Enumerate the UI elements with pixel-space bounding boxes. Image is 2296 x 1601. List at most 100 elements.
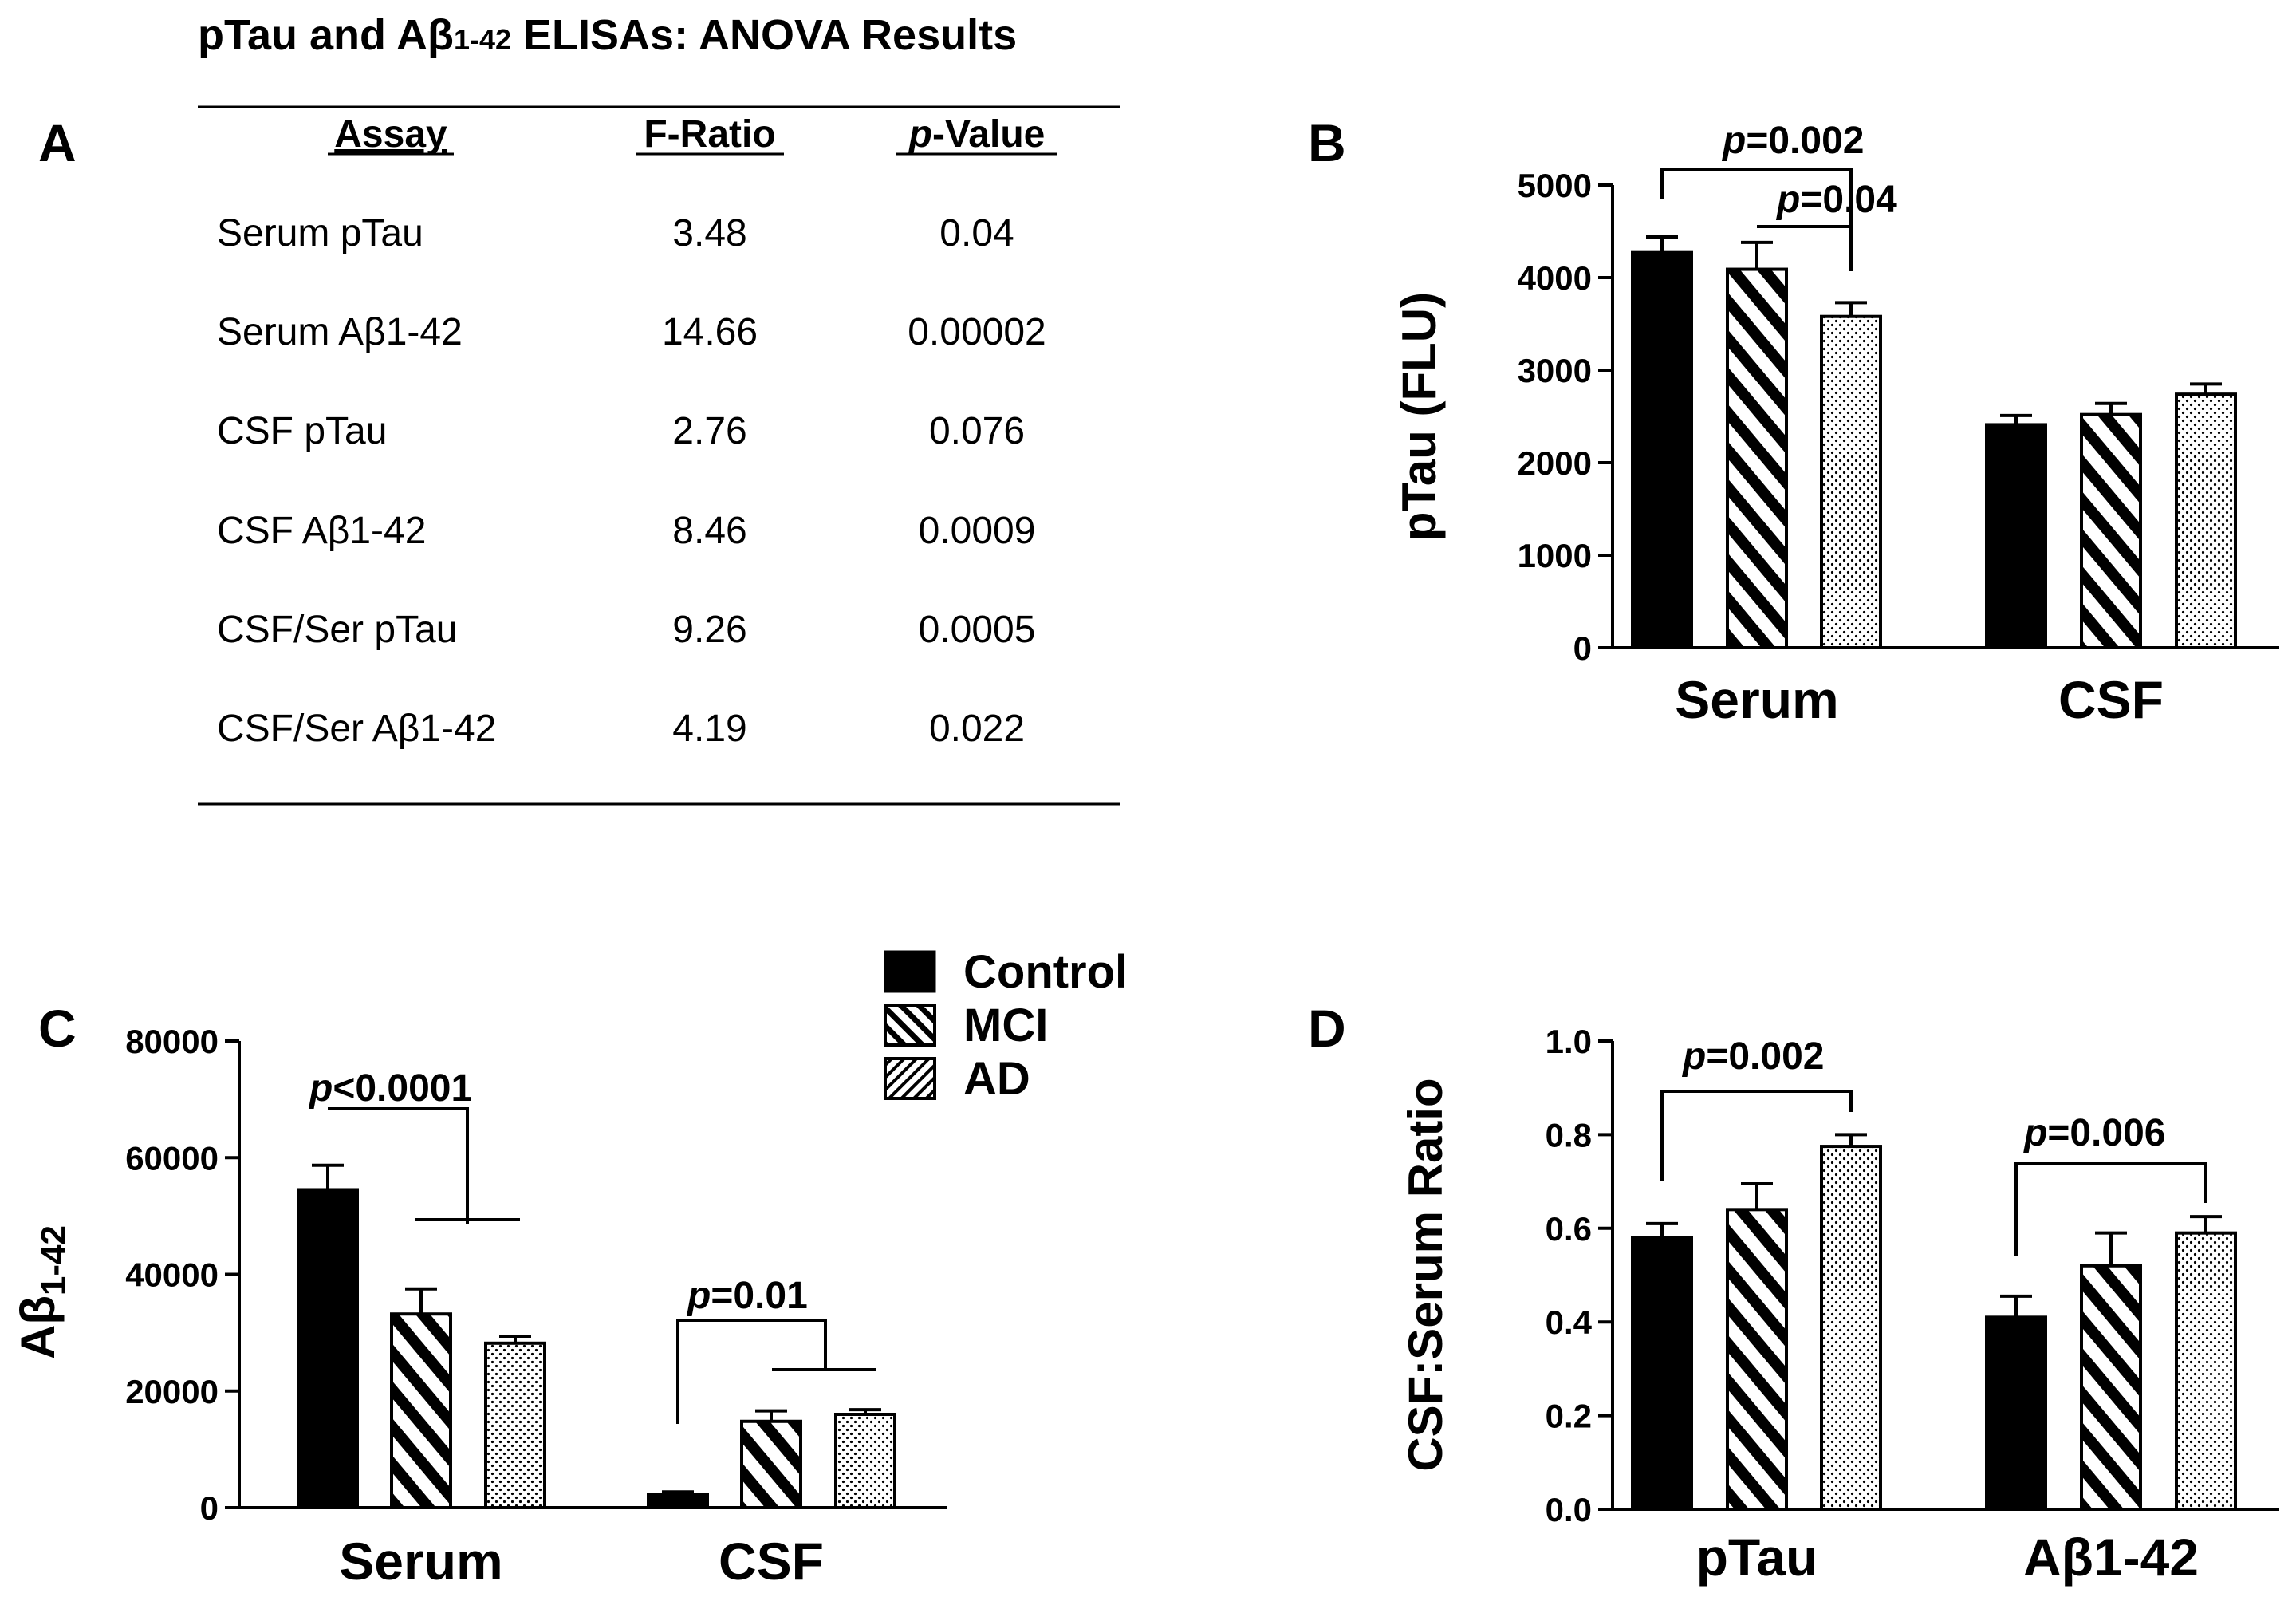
- cell-f-ratio: 4.19: [672, 708, 746, 750]
- cell-assay: Serum Aβ1-42: [217, 311, 463, 353]
- legend-swatch-ad: [884, 1057, 936, 1100]
- p-value-text: =0.002: [1746, 120, 1864, 162]
- cell-f-ratio: 14.66: [662, 311, 758, 353]
- cell-assay: CSF Aβ1-42: [217, 510, 426, 552]
- y-tick-label: 0: [1573, 629, 1592, 667]
- table-row: CSF/Ser Aβ1-42 4.19 0.022: [217, 708, 1025, 750]
- table-body: Serum pTau 3.48 0.04 Serum Aβ1-42 14.66 0.000…: [217, 212, 1046, 750]
- panel-letter-c: C: [38, 999, 77, 1058]
- p-symbol: p: [1721, 120, 1746, 162]
- significance-label: p=0.01: [686, 1275, 808, 1317]
- figure-title: pTau and Aβ1-42 ELISAs: ANOVA Results: [198, 11, 1017, 59]
- p-value-text: <0.0001: [333, 1067, 472, 1110]
- cell-p-value: 0.076: [929, 410, 1025, 452]
- significance-bracket: [2014, 1162, 2207, 1256]
- p-value-text: =0.04: [1800, 179, 1897, 221]
- cell-assay: CSF pTau: [217, 410, 387, 452]
- y-axis-label: pTau (FLU): [1392, 292, 1446, 541]
- bar-ad-1: [834, 1413, 896, 1509]
- y-tick-label: 3000: [1518, 352, 1592, 389]
- legend-item-mci: MCI: [884, 1000, 1048, 1051]
- legend: Control MCI AD: [884, 946, 1128, 1105]
- y-axis-label: CSF:Serum Ratio: [1399, 1078, 1452, 1471]
- p-symbol: p: [2022, 1112, 2047, 1154]
- cell-assay: CSF/Ser pTau: [217, 609, 457, 651]
- bar-ad-0: [484, 1341, 546, 1509]
- bar-control-1: [1985, 1315, 2047, 1511]
- bar-mci-0: [1726, 1208, 1788, 1511]
- header-f-ratio: F-Ratio: [644, 113, 775, 156]
- p-symbol: p: [686, 1275, 711, 1317]
- y-tick-label: 1000: [1518, 537, 1592, 574]
- chart-b-ptau: 0 1000 2000 3000 4000 5000 Serum CSF pTau (FLU) p…: [1392, 120, 2279, 729]
- legend-item-control: Control: [884, 946, 1128, 998]
- bar-ad-0: [1820, 1145, 1882, 1511]
- y-tick-label: 0.6: [1546, 1210, 1592, 1248]
- cell-p-value: 0.0009: [919, 510, 1036, 552]
- y-tick-label: 0.4: [1546, 1303, 1593, 1341]
- legend-item-ad: AD: [884, 1053, 1030, 1105]
- bar-ad-1: [2175, 1231, 2237, 1512]
- cell-f-ratio: 2.76: [672, 410, 746, 452]
- chart-d-ratio: 0.0 0.2 0.4 0.6 0.8 1.0 pTau Aβ1-42 CSF:Serum Ra…: [1399, 1023, 2279, 1587]
- legend-label-control: Control: [963, 946, 1128, 998]
- cell-f-ratio: 3.48: [672, 212, 746, 254]
- y-tick-label: 80000: [125, 1023, 219, 1060]
- anova-table: Assay F-Ratio p-Value Serum pTau 3.48 0.04…: [198, 105, 1120, 806]
- x-category-label: CSF: [719, 1532, 824, 1591]
- significance-bracket: [676, 1319, 876, 1424]
- bar-ad-1: [2175, 392, 2237, 649]
- p-value-text: =0.01: [711, 1275, 807, 1317]
- cell-p-value: 0.04: [939, 212, 1014, 254]
- x-category-label: Serum: [339, 1532, 502, 1591]
- y-tick-label: 5000: [1518, 167, 1592, 204]
- cell-assay: Serum pTau: [217, 212, 423, 254]
- table-row: Serum Aβ1-42 14.66 0.00002: [217, 311, 1046, 353]
- y-tick-label: 40000: [125, 1256, 219, 1294]
- p-symbol: p: [1775, 179, 1800, 221]
- y-tick-label: 0.2: [1546, 1398, 1592, 1435]
- panel-letter-d: D: [1308, 999, 1346, 1058]
- y-tick-label: 0: [200, 1489, 219, 1527]
- bar-mci-1: [2080, 412, 2142, 649]
- p-symbol: p: [308, 1067, 333, 1110]
- significance-label: p=0.006: [2022, 1112, 2165, 1154]
- y-tick-label: 60000: [125, 1139, 219, 1177]
- table-row: CSF Aβ1-42 8.46 0.0009: [217, 510, 1035, 552]
- table-row: Serum pTau 3.48 0.04: [217, 212, 1014, 254]
- legend-label-ad: AD: [963, 1053, 1030, 1105]
- significance-label: p=0.04: [1775, 179, 1897, 221]
- x-category-label: Aβ1-42: [2023, 1528, 2199, 1587]
- y-tick-label: 4000: [1518, 259, 1592, 297]
- significance-label: p=0.002: [1721, 120, 1864, 162]
- x-category-label: pTau: [1696, 1528, 1818, 1587]
- bar-control-0: [1631, 1236, 1693, 1512]
- legend-swatch-mci: [884, 1004, 936, 1047]
- y-tick-label: 1.0: [1546, 1023, 1592, 1060]
- bar-mci-1: [2080, 1264, 2142, 1511]
- bar-mci-0: [390, 1312, 452, 1509]
- panel-letter-a: A: [38, 113, 77, 172]
- legend-swatch-control: [884, 950, 936, 993]
- table-row: CSF/Ser pTau 9.26 0.0005: [217, 609, 1035, 651]
- bar-control-1: [1985, 423, 2047, 649]
- bar-mci-0: [1726, 267, 1788, 649]
- bar-ad-0: [1820, 314, 1882, 649]
- legend-label-mci: MCI: [963, 1000, 1048, 1051]
- bar-control-0: [1631, 250, 1693, 649]
- p-value-text: =0.002: [1706, 1035, 1824, 1078]
- cell-assay: CSF/Ser Aβ1-42: [217, 708, 496, 750]
- cell-p-value: 0.022: [929, 708, 1025, 750]
- x-category-label: CSF: [2058, 670, 2164, 729]
- header-assay: Assay: [334, 113, 447, 156]
- cell-p-value: 0.0005: [919, 609, 1036, 651]
- significance-label: p<0.0001: [308, 1067, 472, 1110]
- significance-bracket: [328, 1107, 520, 1224]
- chart-c-ylabel: Aβ1-42: [11, 1225, 73, 1359]
- p-symbol: p: [1681, 1035, 1706, 1078]
- y-tick-label: 0.8: [1546, 1116, 1592, 1153]
- panel-letter-b: B: [1308, 113, 1346, 172]
- y-tick-label: 20000: [125, 1373, 219, 1410]
